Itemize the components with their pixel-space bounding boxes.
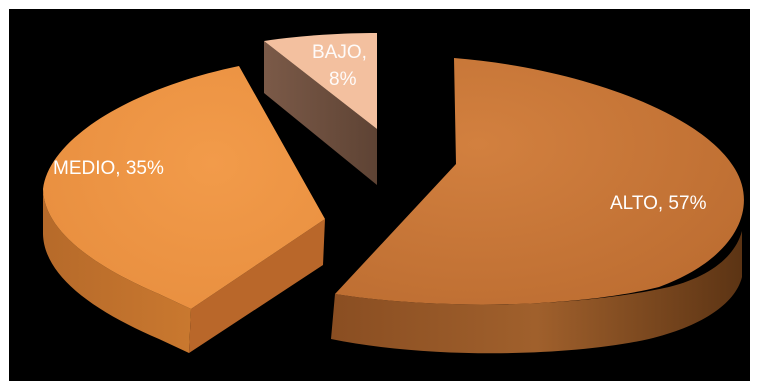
label-bajo-line1: BAJO, [312,42,367,63]
slice-alto [331,58,744,354]
slice-medio [43,66,325,353]
slice-alto-side [331,231,742,354]
pie-chart: ALTO, 57% MEDIO, 35% BAJO, 8% [43,33,744,354]
slice-medio-face [189,219,325,353]
slice-bajo-top [264,33,377,129]
slice-medio-side [43,189,191,353]
slice-bajo-side [264,41,377,185]
slice-alto-top [335,58,744,305]
label-alto: ALTO, 57% [610,193,707,214]
slice-medio-top [43,66,325,309]
chart-plot-area: ALTO, 57% MEDIO, 35% BAJO, 8% [9,9,750,381]
slice-bajo [264,33,377,185]
label-bajo-line2: 8% [329,69,357,90]
label-medio: MEDIO, 35% [53,158,164,179]
